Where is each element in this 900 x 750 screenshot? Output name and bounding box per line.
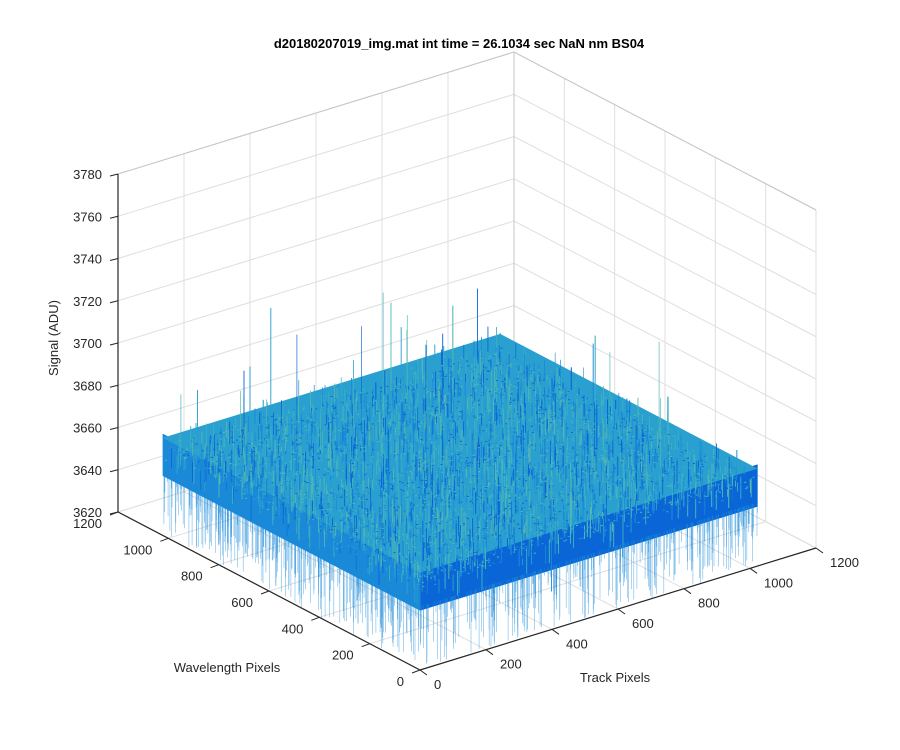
surface-front-face-y bbox=[162, 433, 421, 611]
surface-front-face-x bbox=[420, 464, 758, 611]
surface-plot bbox=[162, 288, 758, 664]
